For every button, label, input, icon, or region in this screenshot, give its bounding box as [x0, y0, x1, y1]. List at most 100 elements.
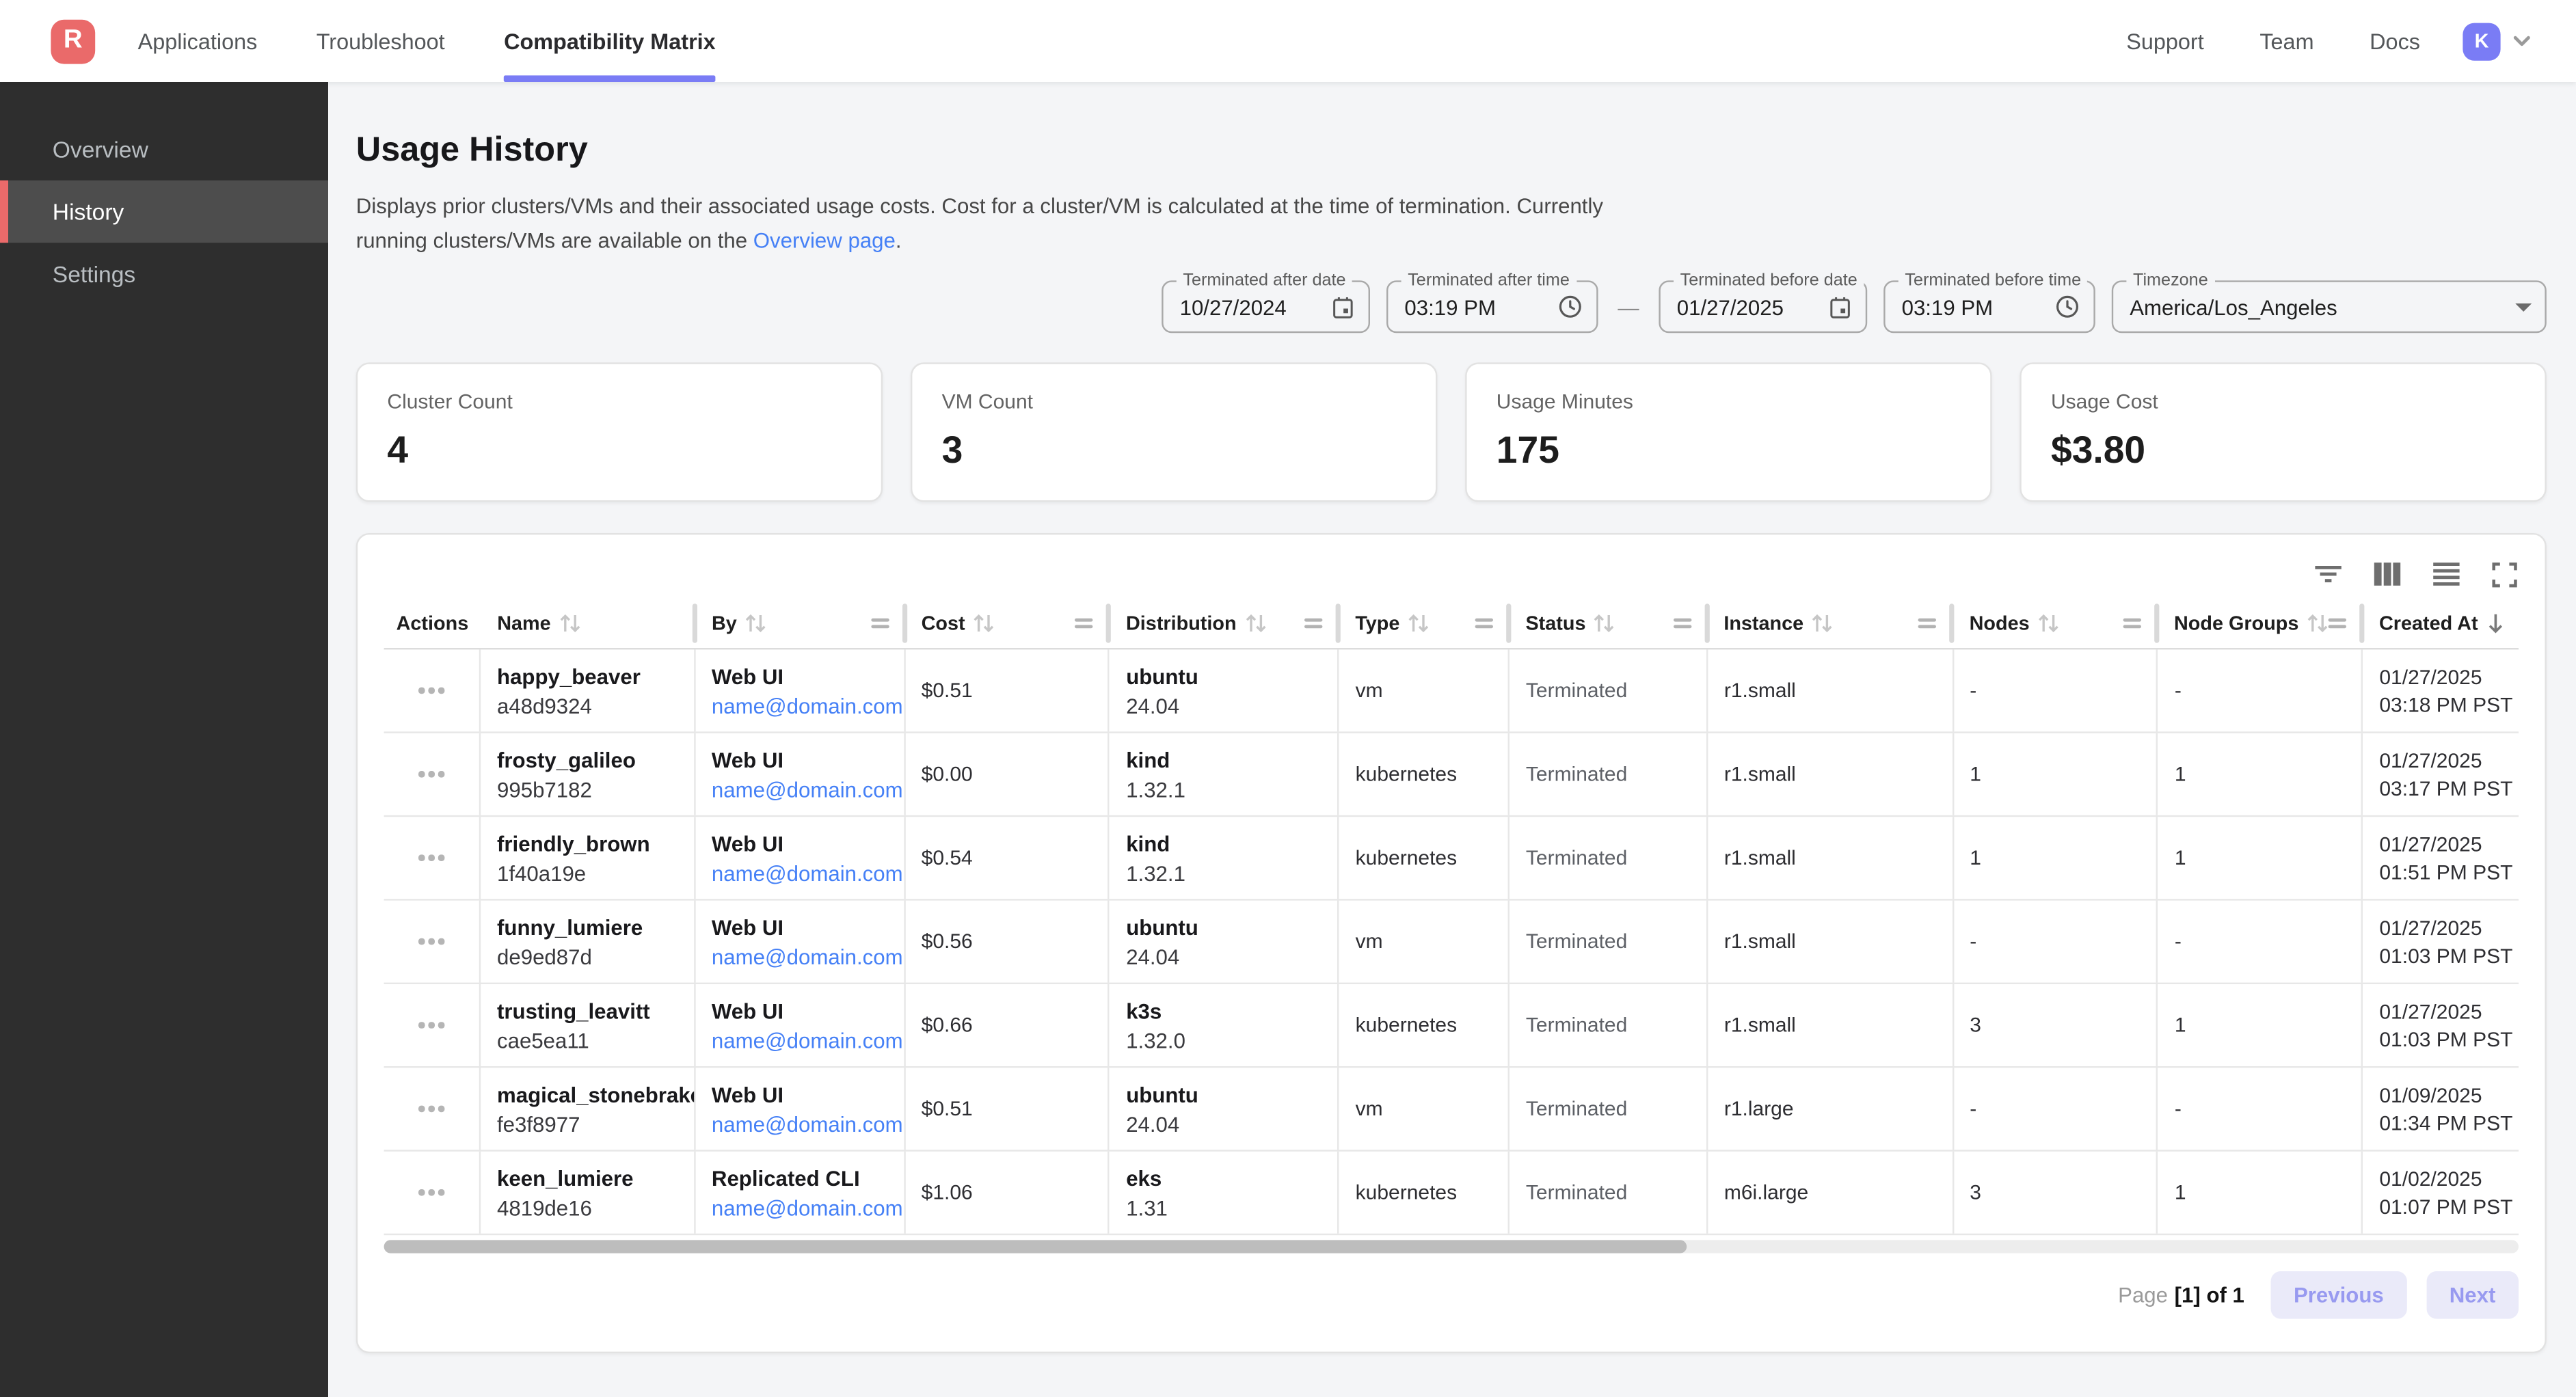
column-header-name[interactable]: Name — [481, 597, 697, 648]
row-nodes-cell: 3 — [1953, 1151, 2158, 1234]
fullscreen-icon[interactable] — [2491, 560, 2519, 588]
row-name-cell: frosty_galileo 995b7182 — [481, 733, 695, 815]
terminated-after-time-field[interactable]: Terminated after time 03:19 PM — [1386, 271, 1598, 334]
scrollbar-thumb[interactable] — [384, 1240, 1687, 1253]
sort-icon[interactable] — [1812, 611, 1833, 634]
column-header-type[interactable]: Type — [1339, 597, 1511, 648]
status-badge: Terminated — [1525, 763, 1628, 786]
sort-icon[interactable] — [559, 611, 580, 634]
field-value[interactable]: 10/27/2024 — [1179, 294, 1287, 319]
field-value[interactable]: America/Los_Angeles — [2130, 294, 2337, 319]
row-nodes-cell: 3 — [1953, 984, 2158, 1067]
row-type-cell: kubernetes — [1339, 984, 1510, 1067]
sort-icon[interactable] — [2038, 611, 2059, 634]
sort-icon[interactable] — [974, 611, 995, 634]
tab-compatibility-matrix[interactable]: Compatibility Matrix — [504, 0, 716, 83]
status-badge: Terminated — [1525, 930, 1628, 953]
horizontal-scrollbar[interactable] — [384, 1240, 2519, 1253]
terminated-before-time-field[interactable]: Terminated before time 03:19 PM — [1883, 271, 2095, 334]
app-logo[interactable]: R — [51, 18, 96, 64]
email-link[interactable]: name@domain.com — [711, 1111, 903, 1137]
filter-bar: Terminated after date 10/27/2024 Termina… — [356, 271, 2547, 334]
column-menu-icon[interactable] — [1475, 617, 1493, 628]
next-page-button[interactable]: Next — [2426, 1270, 2519, 1318]
sort-icon[interactable] — [1245, 611, 1266, 634]
nav-link-team[interactable]: Team — [2259, 29, 2314, 53]
column-menu-icon[interactable] — [2123, 617, 2142, 628]
nav-link-docs[interactable]: Docs — [2370, 29, 2421, 53]
column-menu-icon[interactable] — [870, 617, 889, 628]
column-header-instance[interactable]: Instance — [1707, 597, 1955, 648]
column-menu-icon[interactable] — [2328, 617, 2347, 628]
chevron-down-icon[interactable] — [2510, 29, 2534, 53]
row-menu-icon[interactable] — [418, 1106, 444, 1112]
terminated-before-date-field[interactable]: Terminated before date 01/27/2025 — [1659, 271, 1868, 334]
clock-icon[interactable] — [1557, 294, 1583, 320]
row-menu-icon[interactable] — [418, 1022, 444, 1029]
row-distribution-cell: ubuntu 24.04 — [1110, 1068, 1339, 1150]
sort-icon[interactable] — [1594, 611, 1615, 634]
column-header-node-groups[interactable]: Node Groups — [2158, 597, 2365, 648]
sidebar-item-overview[interactable]: Overview — [52, 136, 148, 163]
row-menu-icon[interactable] — [418, 1189, 444, 1196]
row-distribution-cell: eks 1.31 — [1110, 1151, 1339, 1234]
row-name-cell: friendly_brown 1f40a19e — [481, 817, 695, 899]
page-indicator: Page [1] of 1 — [2118, 1281, 2244, 1307]
row-menu-icon[interactable] — [418, 688, 444, 694]
row-menu-icon[interactable] — [418, 938, 444, 945]
row-nodes-cell: - — [1953, 1068, 2158, 1150]
calendar-icon[interactable] — [1828, 295, 1853, 319]
email-link[interactable]: name@domain.com — [711, 1195, 903, 1220]
pagination: Page [1] of 1 Previous Next — [384, 1270, 2519, 1319]
sort-icon[interactable] — [745, 611, 766, 634]
columns-icon[interactable] — [2372, 559, 2402, 588]
field-value[interactable]: 03:19 PM — [1404, 294, 1496, 319]
sidebar-item-settings[interactable]: Settings — [52, 260, 136, 288]
field-value[interactable]: 01/27/2025 — [1676, 294, 1784, 319]
calendar-icon[interactable] — [1330, 295, 1355, 319]
clock-icon[interactable] — [2054, 294, 2080, 320]
column-header-nodes[interactable]: Nodes — [1953, 597, 2159, 648]
column-header-by[interactable]: By — [695, 597, 907, 648]
column-menu-icon[interactable] — [1918, 617, 1937, 628]
sort-icon[interactable] — [2307, 611, 2328, 634]
email-link[interactable]: name@domain.com — [711, 693, 903, 718]
timezone-select[interactable]: Timezone America/Los_Angeles — [2111, 271, 2547, 334]
terminated-after-date-field[interactable]: Terminated after date 10/27/2024 — [1162, 271, 1371, 334]
column-menu-icon[interactable] — [1304, 617, 1323, 628]
stat-label: Usage Cost — [2051, 390, 2158, 413]
tab-troubleshoot[interactable]: Troubleshoot — [316, 29, 445, 53]
previous-page-button[interactable]: Previous — [2270, 1270, 2407, 1318]
tab-applications[interactable]: Applications — [137, 29, 258, 53]
overview-page-link[interactable]: Overview page — [753, 227, 896, 252]
field-label: Terminated before date — [1674, 271, 1864, 290]
column-header-distribution[interactable]: Distribution — [1110, 597, 1341, 648]
sidebar-item-history[interactable]: History — [0, 180, 329, 243]
row-menu-icon[interactable] — [418, 771, 444, 777]
email-link[interactable]: name@domain.com — [711, 776, 903, 802]
email-link[interactable]: name@domain.com — [711, 1027, 903, 1053]
column-menu-icon[interactable] — [1075, 617, 1094, 628]
filter-icon[interactable] — [2313, 559, 2343, 588]
email-link[interactable]: name@domain.com — [711, 860, 903, 885]
row-type-cell: vm — [1339, 1068, 1510, 1150]
date-range-separator: — — [1618, 294, 1639, 319]
email-link[interactable]: name@domain.com — [711, 944, 903, 969]
column-menu-icon[interactable] — [1672, 617, 1691, 628]
sort-desc-icon[interactable] — [2486, 611, 2506, 634]
density-icon[interactable] — [2432, 559, 2461, 588]
row-menu-icon[interactable] — [418, 855, 444, 861]
nav-link-support[interactable]: Support — [2126, 29, 2204, 53]
column-header-actions: Actions — [396, 611, 469, 634]
column-header-cost[interactable]: Cost — [905, 597, 1111, 648]
top-navbar: R Applications Troubleshoot Compatibilit… — [0, 0, 2576, 83]
column-header-status[interactable]: Status — [1509, 597, 1709, 648]
dropdown-arrow-icon[interactable] — [2515, 302, 2532, 311]
sort-icon[interactable] — [1408, 611, 1429, 634]
stat-card-usage-minutes: Usage Minutes 175 — [1465, 362, 1992, 502]
user-avatar[interactable]: K — [2463, 22, 2501, 60]
row-cost-cell: $0.54 — [905, 817, 1110, 899]
column-header-created-at[interactable]: Created At — [2363, 597, 2519, 648]
row-type-cell: kubernetes — [1339, 1151, 1510, 1234]
field-value[interactable]: 03:19 PM — [1901, 294, 1994, 319]
